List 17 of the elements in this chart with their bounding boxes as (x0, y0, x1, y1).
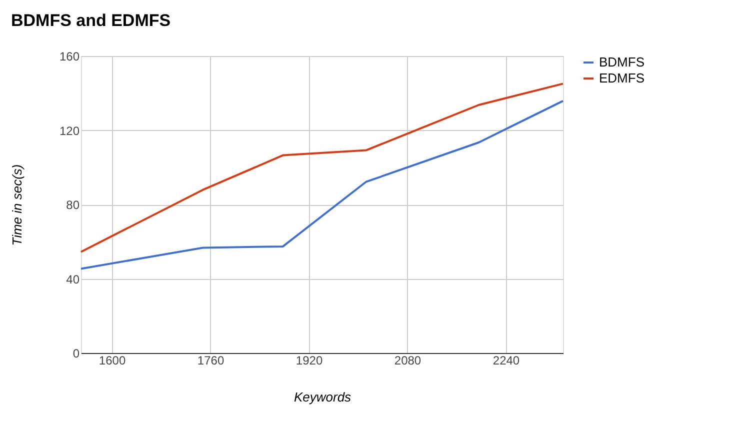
x-tick-label: 1920 (296, 354, 323, 368)
y-tick-label: 160 (59, 50, 80, 64)
y-tick-label: 120 (59, 124, 80, 138)
y-tick-label: 40 (66, 272, 80, 286)
y-tick-label: 0 (72, 346, 80, 360)
line-series (80, 82, 564, 253)
legend-label: EDMFS (599, 70, 645, 86)
chart-title: BDMFS and EDMFS (10, 11, 171, 30)
y-tick-label: 80 (66, 198, 80, 212)
x-tick-label: 1760 (197, 354, 224, 368)
x-tick-label: 1600 (98, 354, 126, 368)
x-tick-label: 2240 (492, 354, 520, 368)
y-axis-title: Time in sec(s) (9, 164, 24, 246)
line-series (80, 100, 564, 270)
x-axis-title: Keywords (294, 390, 352, 404)
legend-label: BDMFS (599, 54, 645, 70)
x-tick-label: 2080 (394, 354, 422, 368)
